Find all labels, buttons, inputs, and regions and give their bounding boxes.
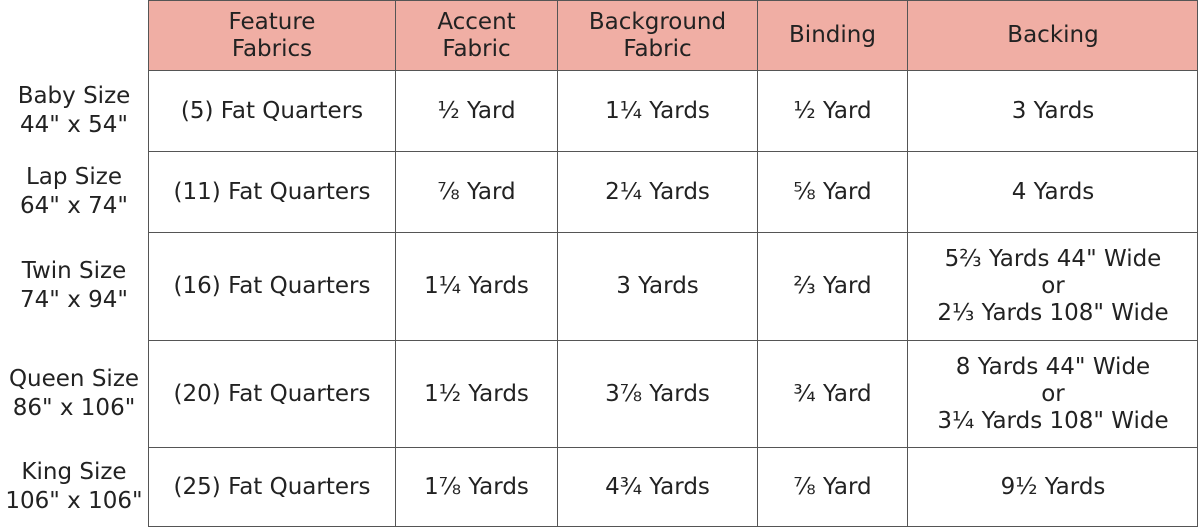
cell-text: 4¾ Yards [605, 474, 710, 500]
cell-text: ⅞ Yard [793, 474, 872, 500]
cell-text: ⅞ Yard [437, 178, 516, 205]
cell-text: 2⅓ Yards 108" Wide [937, 300, 1169, 326]
cell-text: 1¼ Yards [605, 97, 710, 124]
table-cell: 1⅞ Yards [395, 447, 557, 527]
table-cell: 3⅞ Yards [557, 340, 757, 447]
header-text: Fabric [623, 35, 692, 62]
cell-text: ½ Yard [437, 97, 516, 124]
cell-text: (16) Fat Quarters [173, 273, 371, 299]
row-label: Lap Size 64" x 74" [0, 151, 148, 232]
table-cell: 3 Yards [557, 232, 757, 340]
table-cell: ⅔ Yard [757, 232, 907, 340]
header-cell: Feature Fabrics [148, 0, 395, 70]
table-cell: 9½ Yards [907, 447, 1198, 527]
table-cell: 8 Yards 44" Wide or 3¼ Yards 108" Wide [907, 340, 1198, 447]
table-cell: (20) Fat Quarters [148, 340, 395, 447]
cell-text: 1¼ Yards [424, 273, 529, 299]
cell-text: 3 Yards [616, 273, 699, 299]
table-cell: 3 Yards [907, 70, 1198, 151]
table-cell: (25) Fat Quarters [148, 447, 395, 527]
row-label-text: Twin Size [21, 258, 127, 284]
cell-text: 3 Yards [1011, 97, 1095, 124]
cell-text: 3⅞ Yards [605, 380, 710, 407]
table-cell: 5⅔ Yards 44" Wide or 2⅓ Yards 108" Wide [907, 232, 1198, 340]
table-cell: (11) Fat Quarters [148, 151, 395, 232]
header-text: Binding [789, 22, 876, 48]
cell-text: (20) Fat Quarters [173, 380, 371, 407]
row-label-text: 86" x 106" [12, 394, 136, 421]
cell-text: 4 Yards [1011, 178, 1095, 205]
table-cell: ⅞ Yard [395, 151, 557, 232]
header-text: Backing [1007, 22, 1099, 48]
cell-text: ⅔ Yard [793, 273, 872, 299]
row-label-text: 74" x 94" [20, 287, 128, 313]
cell-text: 3¼ Yards 108" Wide [937, 407, 1169, 434]
cell-text: 2¼ Yards [605, 178, 710, 205]
table-cell: ½ Yard [757, 70, 907, 151]
header-cell: Accent Fabric [395, 0, 557, 70]
header-text: Feature [228, 8, 316, 35]
row-label-text: 44" x 54" [20, 111, 128, 138]
header-text: Fabrics [231, 35, 313, 62]
table-cell: 2¼ Yards [557, 151, 757, 232]
row-label-text: King Size [21, 459, 127, 485]
cell-text: (5) Fat Quarters [180, 97, 364, 124]
table-cell: ½ Yard [395, 70, 557, 151]
cell-text: 1½ Yards [424, 380, 529, 407]
table-cell: ⅝ Yard [757, 151, 907, 232]
cell-text: 5⅔ Yards 44" Wide [944, 246, 1162, 272]
table-cell: 4¾ Yards [557, 447, 757, 527]
cell-text: or [1041, 380, 1065, 407]
header-cell: Background Fabric [557, 0, 757, 70]
header-cell: Backing [907, 0, 1198, 70]
row-label: Queen Size 86" x 106" [0, 340, 148, 447]
table-cell: ⅞ Yard [757, 447, 907, 527]
cell-text: 8 Yards 44" Wide [955, 353, 1151, 380]
row-label-text: Lap Size [25, 163, 123, 190]
header-text: Background [588, 8, 727, 35]
table-cell: 1¼ Yards [557, 70, 757, 151]
header-text: Fabric [442, 35, 511, 62]
cell-text: 1⅞ Yards [424, 474, 529, 500]
cell-text: ⅝ Yard [793, 178, 872, 205]
row-label-text: Baby Size [17, 82, 131, 109]
table-cell: 4 Yards [907, 151, 1198, 232]
row-label: King Size 106" x 106" [0, 447, 148, 527]
cell-text: (25) Fat Quarters [173, 474, 371, 500]
table-cell: 1½ Yards [395, 340, 557, 447]
cell-text: (11) Fat Quarters [173, 178, 371, 205]
row-label: Baby Size 44" x 54" [0, 70, 148, 151]
table-cell: 1¼ Yards [395, 232, 557, 340]
row-label-text: Queen Size [8, 365, 140, 392]
header-cell: Binding [757, 0, 907, 70]
cell-text: or [1041, 273, 1065, 299]
header-text: Accent [437, 8, 516, 35]
table-cell: ¾ Yard [757, 340, 907, 447]
table-cell: (16) Fat Quarters [148, 232, 395, 340]
row-label: Twin Size 74" x 94" [0, 232, 148, 340]
cell-text: ¾ Yard [793, 380, 872, 407]
cell-text: ½ Yard [793, 97, 872, 124]
table-cell: (5) Fat Quarters [148, 70, 395, 151]
cell-text: 9½ Yards [1000, 474, 1106, 500]
row-label-text: 106" x 106" [5, 488, 143, 514]
row-label-text: 64" x 74" [20, 192, 128, 219]
